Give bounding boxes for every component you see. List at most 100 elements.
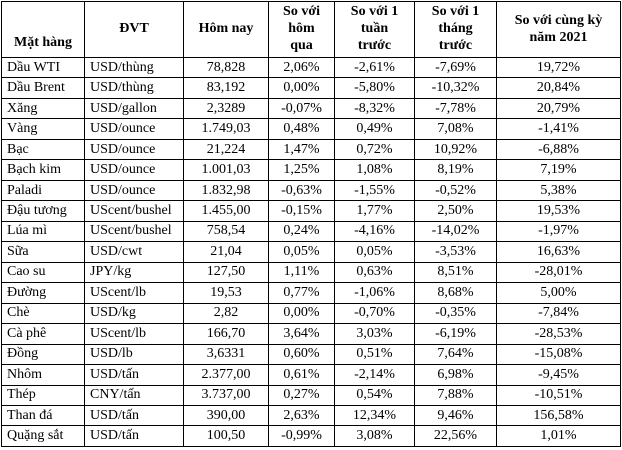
vs-yesterday-cell: 0,61% (268, 364, 335, 386)
vs-month-cell: 2,50% (414, 200, 497, 222)
vs-month-cell: -10,32% (414, 77, 497, 99)
vs-year2021-cell: -6,88% (496, 138, 621, 161)
vs-yesterday-cell: -0,99% (268, 425, 335, 447)
commodity-name-cell: Đậu tương (1, 200, 85, 222)
unit-cell: UScent/bushel (84, 200, 184, 222)
commodity-name-cell: Than đá (1, 404, 85, 427)
vs-year2021-cell: 19,72% (496, 56, 621, 79)
today-value-cell: 2,82 (183, 302, 269, 325)
vs-yesterday-cell: -0,63% (268, 179, 335, 202)
vs-week-cell: -5,80% (334, 77, 415, 99)
table-row: Thép CNY/tấn 3.737,00 0,27% 0,54% 7,88% -10,51… (1, 384, 621, 406)
table-row: Dầu WTI USD/thùng 78,828 2,06% -2,61% -7,69% 1… (1, 56, 621, 79)
vs-week-cell: -8,32% (334, 97, 415, 120)
today-value-cell: 127,50 (183, 261, 269, 284)
vs-year2021-cell: -9,45% (496, 364, 621, 386)
vs-week-cell: 0,63% (334, 261, 415, 284)
table-row: Than đá USD/tấn 390,00 2,63% 12,34% 9,46% 156,… (1, 404, 621, 427)
col-header-vs-yesterday: So với hôm qua (268, 1, 335, 58)
vs-yesterday-cell: 0,27% (268, 384, 335, 406)
commodity-name-cell: Lúa mì (1, 220, 85, 243)
table-body: Dầu WTI USD/thùng 78,828 2,06% -2,61% -7,69% 1… (1, 56, 621, 447)
unit-cell: USD/cwt (84, 241, 184, 263)
vs-week-cell: -2,61% (334, 56, 415, 79)
commodity-name-cell: Bạc (1, 138, 85, 161)
vs-month-cell: -0,52% (414, 179, 497, 202)
col-header-unit: ĐVT (84, 1, 184, 58)
table-row: Paladi USD/ounce 1.832,98 -0,63% -1,55% -0,52… (1, 179, 621, 202)
vs-week-cell: 1,77% (334, 200, 415, 222)
vs-yesterday-cell: 0,00% (268, 302, 335, 325)
table-row: Bạc USD/ounce 21,224 1,47% 0,72% 10,92% -6,88% (1, 138, 621, 161)
vs-month-cell: 7,64% (414, 343, 497, 366)
table-row: Chè USD/kg 2,82 0,00% -0,70% -0,35% -7,84% (1, 302, 621, 325)
vs-yesterday-cell: 2,63% (268, 404, 335, 427)
vs-yesterday-cell: 2,06% (268, 56, 335, 79)
unit-cell: USD/thùng (84, 56, 184, 79)
today-value-cell: 1.455,00 (183, 200, 269, 222)
commodity-name-cell: Đồng (1, 343, 85, 366)
vs-yesterday-cell: 1,47% (268, 138, 335, 161)
vs-month-cell: -3,53% (414, 241, 497, 263)
vs-month-cell: -7,78% (414, 97, 497, 120)
commodity-name-cell: Chè (1, 302, 85, 325)
vs-year2021-cell: 156,58% (496, 404, 621, 427)
commodity-name-cell: Nhôm (1, 364, 85, 386)
commodity-name-cell: Thép (1, 384, 85, 406)
vs-year2021-cell: 20,84% (496, 77, 621, 99)
col-header-commodity: Mặt hàng (1, 1, 85, 58)
col-header-today: Hôm nay (183, 1, 269, 58)
today-value-cell: 3,6331 (183, 343, 269, 366)
table-row: Sữa USD/cwt 21,04 0,05% 0,05% -3,53% 16,63% (1, 241, 621, 263)
today-value-cell: 2.377,00 (183, 364, 269, 386)
commodity-name-cell: Cao su (1, 261, 85, 284)
commodity-name-cell: Paladi (1, 179, 85, 202)
header-row: Mặt hàng ĐVT Hôm nay So với hôm qua So v… (1, 1, 621, 58)
commodity-name-cell: Quặng sắt (1, 425, 85, 447)
table-row: Quặng sắt USD/tấn 100,50 -0,99% 3,08% 22,56% 1… (1, 425, 621, 447)
vs-year2021-cell: -15,08% (496, 343, 621, 366)
vs-yesterday-cell: 0,00% (268, 77, 335, 99)
vs-year2021-cell: -10,51% (496, 384, 621, 406)
vs-yesterday-cell: 0,24% (268, 220, 335, 243)
table-row: Lúa mì UScent/bushel 758,54 0,24% -4,16% -14,… (1, 220, 621, 243)
unit-cell: USD/ounce (84, 159, 184, 181)
table-row: Cà phê UScent/lb 166,70 3,64% 3,03% -6,19% -28… (1, 323, 621, 345)
vs-week-cell: -1,55% (334, 179, 415, 202)
unit-cell: JPY/kg (84, 261, 184, 284)
today-value-cell: 758,54 (183, 220, 269, 243)
vs-year2021-cell: 5,00% (496, 282, 621, 304)
vs-yesterday-cell: -0,15% (268, 200, 335, 222)
unit-cell: USD/kg (84, 302, 184, 325)
vs-week-cell: -0,70% (334, 302, 415, 325)
vs-year2021-cell: 20,79% (496, 97, 621, 120)
commodity-name-cell: Vàng (1, 118, 85, 140)
vs-month-cell: 8,68% (414, 282, 497, 304)
col-header-vs-year2021: So với cùng kỳ năm 2021 (496, 1, 621, 58)
today-value-cell: 83,192 (183, 77, 269, 99)
vs-year2021-cell: -28,01% (496, 261, 621, 284)
table-row: Vàng USD/ounce 1.749,03 0,48% 0,49% 7,08% -1,4… (1, 118, 621, 140)
vs-year2021-cell: 16,63% (496, 241, 621, 263)
commodity-name-cell: Xăng (1, 97, 85, 120)
today-value-cell: 2,3289 (183, 97, 269, 120)
today-value-cell: 19,53 (183, 282, 269, 304)
vs-month-cell: 7,08% (414, 118, 497, 140)
unit-cell: USD/tấn (84, 404, 184, 427)
vs-yesterday-cell: 0,60% (268, 343, 335, 366)
vs-yesterday-cell: 0,77% (268, 282, 335, 304)
commodity-name-cell: Cà phê (1, 323, 85, 345)
commodity-name-cell: Bạch kim (1, 159, 85, 181)
vs-month-cell: -6,19% (414, 323, 497, 345)
table-row: Nhôm USD/tấn 2.377,00 0,61% -2,14% 6,98% -9,45… (1, 364, 621, 386)
commodity-name-cell: Sữa (1, 241, 85, 263)
vs-month-cell: 7,88% (414, 384, 497, 406)
vs-month-cell: 8,51% (414, 261, 497, 284)
vs-month-cell: 9,46% (414, 404, 497, 427)
today-value-cell: 21,04 (183, 241, 269, 263)
unit-cell: USD/ounce (84, 138, 184, 161)
vs-week-cell: 0,51% (334, 343, 415, 366)
table-row: Bạch kim USD/ounce 1.001,03 1,25% 1,08% 8,19%… (1, 159, 621, 181)
unit-cell: USD/tấn (84, 425, 184, 447)
